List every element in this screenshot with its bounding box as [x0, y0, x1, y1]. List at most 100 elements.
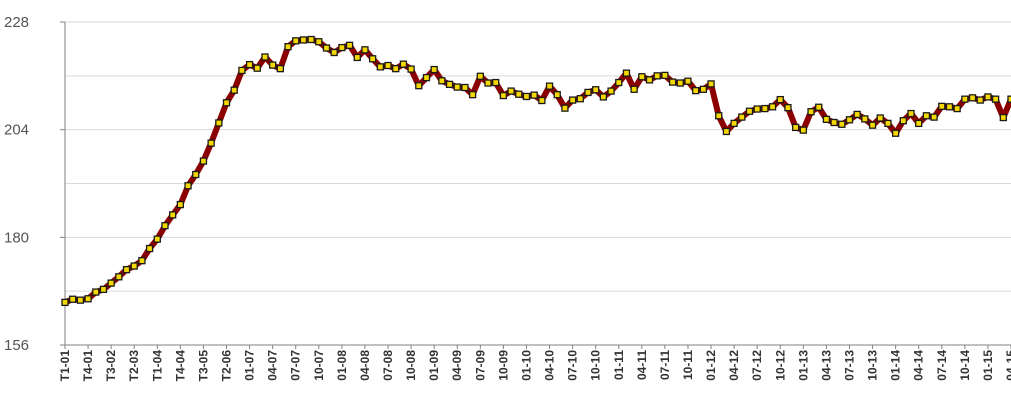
data-point [430, 65, 438, 74]
data-point [276, 65, 284, 73]
y-tick-label: 228 [4, 14, 29, 31]
data-point [607, 87, 615, 95]
x-axis-ticks: T1-01 T4-01 T3-02 T2-03 T1-04 T4-04 T3-05 T2-06… [58, 345, 1011, 381]
data-point [984, 93, 992, 101]
x-tick-label: 07-11 [658, 350, 672, 380]
data-point [976, 96, 984, 104]
data-point [361, 46, 369, 54]
x-tick-label: T4-01 [81, 350, 95, 382]
data-point [192, 170, 200, 179]
data-point [445, 80, 454, 89]
data-point [907, 109, 915, 118]
data-point [745, 107, 754, 115]
data-point [661, 71, 669, 80]
x-tick-label: 04-12 [727, 350, 741, 381]
x-tick-label: 04-13 [819, 350, 833, 381]
data-point [753, 105, 761, 113]
x-tick-label: 10-13 [866, 350, 880, 381]
data-point [645, 76, 654, 84]
data-point [145, 244, 154, 253]
series-line [63, 36, 1011, 306]
y-tick-label: 156 [4, 337, 29, 354]
x-tick-label: T3-05 [196, 350, 210, 382]
data-point [476, 72, 484, 80]
data-point [199, 157, 208, 165]
data-point [891, 129, 900, 137]
data-point [515, 90, 523, 98]
y-axis-ticks: 156 180 204 228 [4, 14, 65, 354]
x-tick-label: T4-04 [173, 350, 187, 382]
data-point [915, 119, 923, 128]
data-point [322, 44, 331, 52]
data-point [707, 80, 715, 88]
data-point [253, 64, 261, 72]
x-tick-label: T2-06 [220, 350, 234, 382]
data-point [107, 279, 115, 287]
x-tick-label: T1-04 [150, 350, 164, 382]
data-point [138, 257, 146, 265]
data-point [676, 79, 684, 87]
data-point [653, 72, 661, 80]
x-tick-label: 04-09 [450, 350, 464, 381]
data-point [230, 86, 238, 94]
data-point [968, 94, 977, 102]
data-point [899, 117, 907, 125]
data-point [130, 262, 138, 270]
data-point [345, 41, 354, 49]
data-point [938, 102, 946, 110]
x-tick-label: 01-10 [519, 350, 533, 381]
data-point [238, 66, 246, 75]
data-point [807, 108, 815, 116]
data-point [307, 35, 315, 44]
x-tick-label: T1-01 [58, 350, 72, 382]
x-tick-label: 10-07 [312, 350, 326, 381]
data-point [284, 43, 292, 51]
data-point [84, 295, 92, 303]
data-point [269, 61, 277, 69]
data-point [668, 78, 677, 86]
data-point [299, 36, 308, 44]
x-tick-label: 01-09 [427, 350, 441, 381]
data-point [699, 85, 708, 93]
axes [64, 22, 1011, 346]
x-tick-label: 01-13 [796, 350, 810, 381]
x-tick-label: 01-14 [889, 350, 903, 381]
data-point [399, 60, 408, 68]
y-tick-label: 204 [4, 122, 29, 139]
data-point [315, 38, 323, 46]
x-tick-label: 01-11 [612, 350, 626, 380]
x-tick-label: 01-07 [243, 350, 257, 381]
data-point [522, 92, 531, 101]
x-tick-label: 10-09 [496, 350, 510, 381]
x-tick-label: 04-11 [635, 350, 649, 380]
data-point [184, 182, 192, 190]
data-point [538, 96, 546, 105]
data-point [392, 65, 400, 73]
data-point [768, 103, 777, 111]
data-point [353, 53, 361, 62]
data-point [930, 113, 938, 121]
data-point [692, 86, 700, 95]
data-point [215, 119, 223, 127]
x-tick-label: 04-08 [358, 350, 372, 381]
data-point [876, 114, 884, 122]
data-point [815, 103, 823, 111]
data-point [622, 69, 631, 77]
data-point [153, 235, 161, 243]
data-point [384, 61, 392, 70]
data-point [453, 83, 461, 91]
data-point [738, 113, 746, 121]
data-point [330, 48, 338, 57]
data-point [630, 85, 638, 93]
x-tick-label: 01-12 [704, 350, 718, 381]
data-point [730, 119, 738, 128]
data-point [792, 123, 800, 132]
x-tick-label: T3-02 [104, 350, 118, 382]
data-point [115, 273, 123, 281]
data-point [368, 55, 377, 63]
x-tick-label: 07-09 [473, 350, 487, 381]
data-point [468, 91, 477, 99]
data-point [822, 115, 831, 123]
x-tick-label: 04-10 [543, 350, 557, 381]
